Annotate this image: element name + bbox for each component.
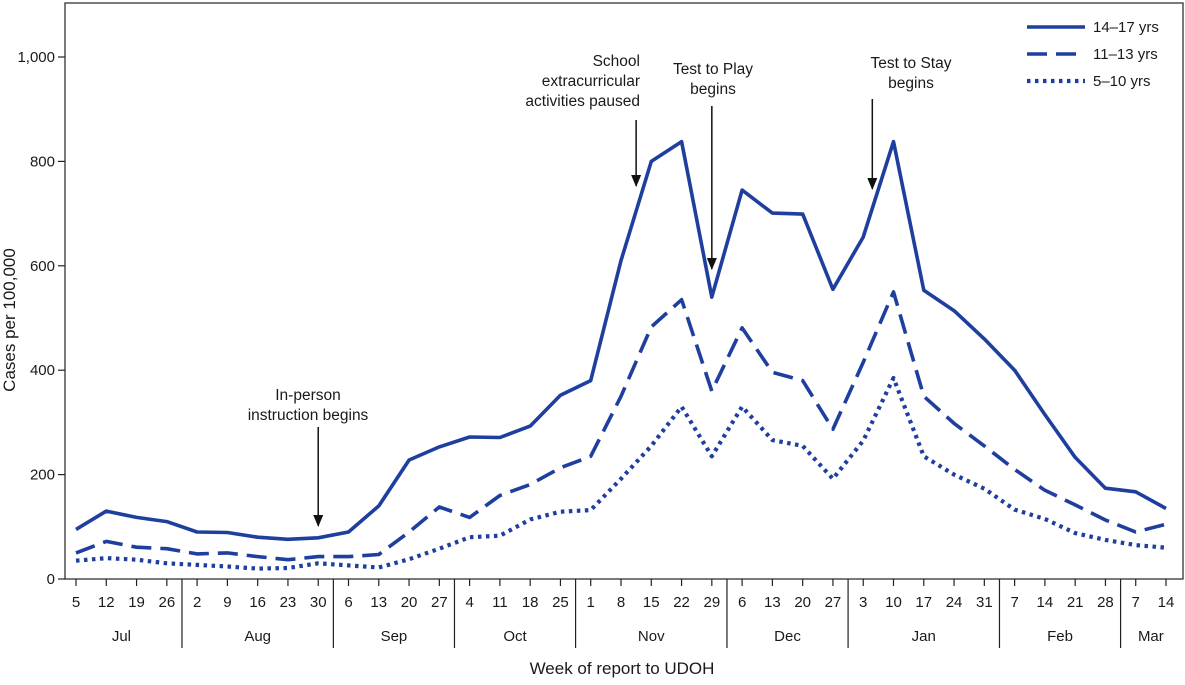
y-tick-label: 200 <box>30 467 55 484</box>
series-line-dotted <box>75 375 1167 571</box>
x-tick-label: 14 <box>1158 594 1175 611</box>
x-tick-label: 15 <box>643 594 660 611</box>
x-tick-label: 16 <box>249 594 266 611</box>
x-tick-label: 29 <box>703 594 720 611</box>
x-tick-label: 26 <box>158 594 175 611</box>
x-tick-label: 9 <box>223 594 231 611</box>
x-tick-label: 20 <box>794 594 811 611</box>
legend: 14–17 yrs 11–13 yrs 5–10 yrs <box>1027 19 1159 90</box>
x-tick-label: 31 <box>976 594 993 611</box>
y-tick-label: 800 <box>30 153 55 170</box>
series-lines <box>75 139 1167 571</box>
annotation-text: Test to Stay <box>871 55 952 72</box>
x-tick-label: 27 <box>431 594 448 611</box>
month-label: Dec <box>774 628 801 645</box>
x-tick-label: 20 <box>401 594 418 611</box>
month-label: Sep <box>381 628 408 645</box>
plot-border <box>64 2 1184 580</box>
x-tick-label: 10 <box>885 594 902 611</box>
x-tick-label: 25 <box>552 594 569 611</box>
x-tick-label: 11 <box>492 594 508 611</box>
month-label: Oct <box>503 628 527 645</box>
x-tick-label: 5 <box>72 594 80 611</box>
month-label: Feb <box>1047 628 1073 645</box>
x-tick-label: 30 <box>310 594 327 611</box>
legend-label: 14–17 yrs <box>1093 19 1159 36</box>
x-tick-label: 3 <box>859 594 867 611</box>
annotation-text: extracurricular <box>542 73 640 90</box>
x-tick-label: 13 <box>370 594 387 611</box>
x-tick-label: 27 <box>825 594 842 611</box>
annotation-text: activities paused <box>525 93 640 110</box>
x-tick-label: 22 <box>673 594 690 611</box>
x-tick-label: 19 <box>128 594 145 611</box>
x-tick-label: 7 <box>1010 594 1018 611</box>
x-tick-label: 2 <box>193 594 201 611</box>
x-tick-label: 21 <box>1067 594 1084 611</box>
annotation-text: In-person <box>275 387 340 404</box>
y-tick-label: 600 <box>30 258 55 275</box>
x-tick-label: 28 <box>1097 594 1114 611</box>
x-tick-label: 18 <box>522 594 539 611</box>
legend-label: 5–10 yrs <box>1093 73 1151 90</box>
y-tick-label: 1,000 <box>17 49 55 66</box>
annotation-text: Test to Play <box>673 61 753 78</box>
month-label: Nov <box>638 628 665 645</box>
x-tick-label: 17 <box>915 594 932 611</box>
x-axis: 5 12 19 26 2 9 16 23 30 6 13 20 27 4 11 18 25 1 8 15 22 29 6 13… <box>72 579 1175 648</box>
x-tick-label: 6 <box>344 594 352 611</box>
x-tick-label: 7 <box>1132 594 1140 611</box>
x-axis-title: Week of report to UDOH <box>530 659 715 678</box>
series-line-dashed <box>75 290 1167 562</box>
month-label: Mar <box>1138 628 1164 645</box>
series-line-solid <box>75 139 1167 542</box>
x-tick-label: 8 <box>617 594 625 611</box>
x-tick-label: 14 <box>1037 594 1054 611</box>
month-label: Jan <box>912 628 936 645</box>
annotation-text: School <box>593 53 640 70</box>
x-tick-label: 24 <box>946 594 963 611</box>
x-tick-label: 1 <box>587 594 595 611</box>
legend-label: 11–13 yrs <box>1093 46 1158 63</box>
month-label: Jul <box>112 628 131 645</box>
annotation-text: begins <box>690 81 736 98</box>
annotation-text: begins <box>888 75 934 92</box>
annotations: In-person instruction begins School extracu… <box>248 53 952 527</box>
x-tick-label: 13 <box>764 594 781 611</box>
month-label: Aug <box>244 628 271 645</box>
y-axis: 0 200 400 600 800 1,000 <box>17 49 65 588</box>
y-axis-title: Cases per 100,000 <box>0 248 19 392</box>
plot-frame <box>64 2 1184 580</box>
y-tick-label: 0 <box>47 571 55 588</box>
annotation-text: instruction begins <box>248 407 369 424</box>
x-tick-label: 12 <box>98 594 115 611</box>
x-tick-label: 4 <box>465 594 473 611</box>
y-tick-label: 400 <box>30 362 55 379</box>
x-tick-label: 6 <box>738 594 746 611</box>
x-tick-label: 23 <box>280 594 297 611</box>
